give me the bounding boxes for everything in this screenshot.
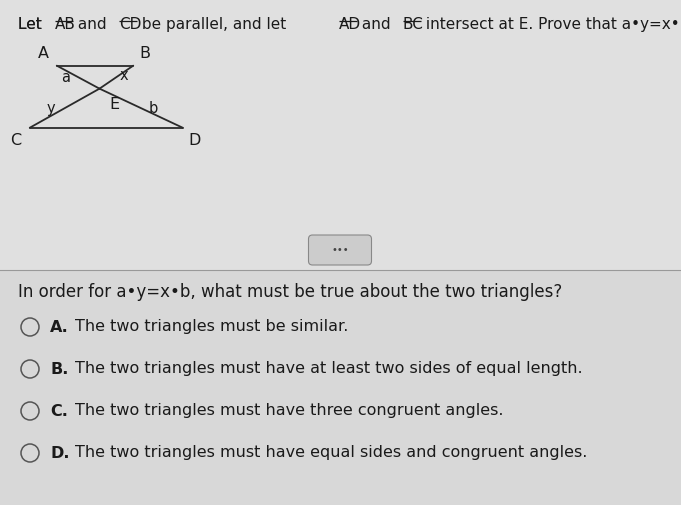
FancyBboxPatch shape — [0, 0, 681, 270]
Text: D.: D. — [50, 445, 69, 461]
Text: A.: A. — [50, 320, 69, 334]
Text: C: C — [11, 133, 22, 148]
Text: Let: Let — [18, 17, 46, 32]
Text: Let: Let — [18, 17, 46, 32]
Text: y: y — [46, 100, 55, 116]
Text: A: A — [37, 45, 49, 61]
Text: The two triangles must have at least two sides of equal length.: The two triangles must have at least two… — [75, 362, 583, 377]
Text: E: E — [110, 96, 120, 112]
Text: The two triangles must be similar.: The two triangles must be similar. — [75, 320, 349, 334]
Text: B: B — [139, 45, 151, 61]
Text: and: and — [73, 17, 112, 32]
Text: and: and — [357, 17, 396, 32]
FancyBboxPatch shape — [0, 270, 681, 505]
Text: x: x — [120, 68, 129, 83]
Text: CD: CD — [118, 17, 141, 32]
Text: B.: B. — [50, 362, 68, 377]
Text: intersect at E. Prove that a•y=x•b.: intersect at E. Prove that a•y=x•b. — [422, 17, 681, 32]
Text: The two triangles must have three congruent angles.: The two triangles must have three congru… — [75, 403, 503, 419]
Text: a: a — [61, 70, 71, 85]
Text: D: D — [189, 133, 201, 148]
Text: •••: ••• — [331, 245, 349, 255]
Text: C.: C. — [50, 403, 68, 419]
Text: AD: AD — [339, 17, 361, 32]
FancyBboxPatch shape — [308, 235, 372, 265]
Text: be parallel, and let: be parallel, and let — [137, 17, 291, 32]
Text: The two triangles must have equal sides and congruent angles.: The two triangles must have equal sides … — [75, 445, 588, 461]
Text: BC: BC — [403, 17, 424, 32]
Text: In order for a•y=x•b, what must be true about the two triangles?: In order for a•y=x•b, what must be true … — [18, 283, 563, 301]
Text: b: b — [148, 100, 158, 116]
Text: AB: AB — [54, 17, 76, 32]
